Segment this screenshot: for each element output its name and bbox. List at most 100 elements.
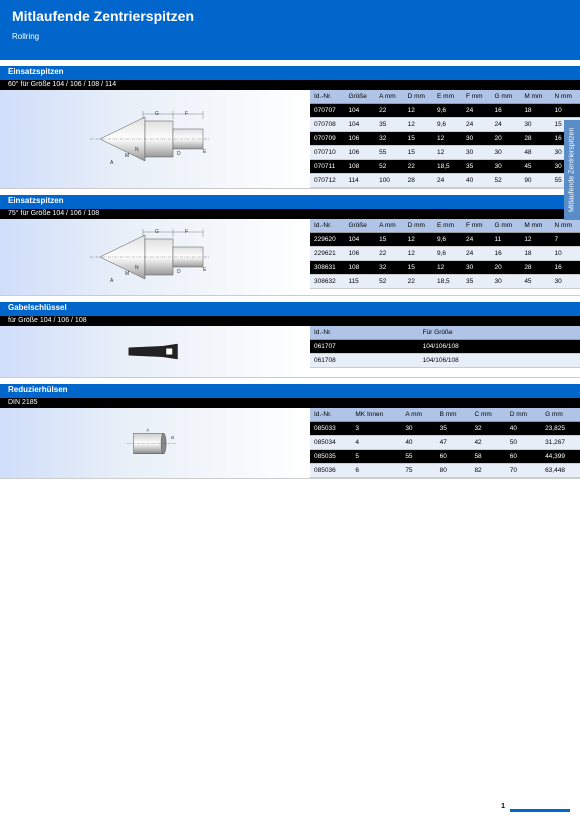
column-header: D mm: [404, 90, 433, 104]
table-row: 22962110622129,624161810: [310, 247, 580, 261]
table-row: 07070810435129,624243015: [310, 118, 580, 132]
table-cell-value: 32: [470, 422, 505, 436]
table-cell-value: 23,825: [541, 422, 580, 436]
table-cell-value: 085034: [310, 436, 351, 450]
section-subtitle: für Größe 104 / 106 / 108: [0, 316, 580, 326]
svg-text:N: N: [135, 147, 139, 153]
table-cell-value: 15: [404, 261, 433, 275]
table-cell-value: 100: [375, 174, 404, 188]
page-number: 1: [501, 803, 505, 810]
sleeve-diagram: A B: [125, 426, 185, 461]
table-cell-value: 20: [491, 261, 521, 275]
table-cell-value: 9,6: [433, 118, 462, 132]
table-row: 061708104/106/108: [310, 354, 580, 368]
table-cell-value: 75: [401, 464, 435, 478]
column-header: E mm: [433, 219, 462, 233]
section-title: Gabelschlüssel: [0, 302, 580, 316]
column-header: D mm: [506, 408, 541, 422]
table-cell-value: 30: [462, 261, 491, 275]
table-row: 08503333035324023,825: [310, 422, 580, 436]
table-cell-value: 12: [404, 247, 433, 261]
diagram-cell: G F A M N D E: [0, 90, 310, 188]
table-cell-value: 12: [433, 132, 462, 146]
table-cell-value: 106: [344, 247, 375, 261]
table-cell-value: 22: [375, 247, 404, 261]
table-cell-value: 80: [436, 464, 471, 478]
table-cell-value: 9,6: [433, 247, 462, 261]
column-header: A mm: [375, 90, 404, 104]
table-cell-value: 15: [375, 233, 404, 247]
content-row: A B Id.-Nr.MK InnenA mmB mmC mmD mmG mm0…: [0, 408, 580, 479]
table-cell-value: 9,6: [433, 104, 462, 118]
table-cell-value: 7: [551, 233, 580, 247]
data-table: Id.-Nr.GrößeA mmD mmE mmF mmG mmM mmN mm…: [310, 90, 580, 188]
column-header: E mm: [433, 90, 462, 104]
side-tab: Mitlaufende Zentrierspitzen: [564, 120, 580, 220]
table-cell-value: 42: [470, 436, 505, 450]
table-cell-value: 085036: [310, 464, 351, 478]
table-cell-value: 104/106/108: [419, 340, 580, 354]
table-cell-value: 55: [401, 450, 435, 464]
table-cell-value: 24: [462, 118, 491, 132]
table-cell: Id.-Nr.MK InnenA mmB mmC mmD mmG mm08503…: [310, 408, 580, 478]
table-cell-value: 12: [433, 146, 462, 160]
table-cell-value: 30: [462, 146, 491, 160]
svg-text:E: E: [203, 267, 207, 273]
column-header: Id.-Nr.: [310, 90, 344, 104]
table-cell-value: 50: [506, 436, 541, 450]
table-cell-value: 82: [470, 464, 505, 478]
svg-text:A: A: [110, 278, 114, 284]
data-table: Id.-Nr.GrößeA mmD mmE mmF mmG mmM mmN mm…: [310, 219, 580, 289]
table-cell-value: 52: [375, 275, 404, 289]
table-cell-value: 229620: [310, 233, 344, 247]
table-cell-value: 6: [351, 464, 401, 478]
table-cell-value: 52: [491, 174, 521, 188]
table-cell-value: 11: [491, 233, 521, 247]
svg-text:E: E: [203, 149, 207, 155]
table-cell: Id.-Nr.Für Größe061707104/106/1080617081…: [310, 326, 580, 377]
svg-text:N: N: [135, 265, 139, 271]
section-subtitle: 60° für Größe 104 / 106 / 108 / 114: [0, 80, 580, 90]
table-row: 308632115522218,535304530: [310, 275, 580, 289]
table-cell-value: 070709: [310, 132, 344, 146]
table-cell-value: 3: [351, 422, 401, 436]
table-cell-value: 90: [520, 174, 550, 188]
diagram-cell: A B: [0, 408, 310, 478]
table-cell-value: 52: [375, 160, 404, 174]
table-cell-value: 070707: [310, 104, 344, 118]
table-cell-value: 32: [375, 132, 404, 146]
page-header: Mitlaufende Zentrierspitzen Rollring: [0, 0, 580, 60]
table-cell-value: 30: [491, 160, 521, 174]
table-row: 22962010415129,62411127: [310, 233, 580, 247]
table-cell-value: 55: [375, 146, 404, 160]
svg-text:M: M: [125, 153, 129, 159]
column-header: N mm: [551, 219, 580, 233]
svg-text:A: A: [146, 427, 149, 432]
column-header: Größe: [344, 90, 375, 104]
content-row: G F A M N D E Id.-Nr.GrößeA mmD mmE mmF …: [0, 219, 580, 296]
table-cell-value: 061708: [310, 354, 419, 368]
table-cell-value: 16: [551, 261, 580, 275]
table-row: 08503444047425031,267: [310, 436, 580, 450]
cone-diagram: G F A M N D E: [85, 109, 225, 169]
table-cell-value: 106: [344, 146, 375, 160]
column-header: F mm: [462, 90, 491, 104]
table-cell-value: 4: [351, 436, 401, 450]
column-header: MK Innen: [351, 408, 401, 422]
svg-text:B: B: [171, 435, 174, 440]
table-cell-value: 20: [491, 132, 521, 146]
data-table: Id.-Nr.Für Größe061707104/106/1080617081…: [310, 326, 580, 368]
table-cell-value: 30: [401, 422, 435, 436]
table-cell-value: 070708: [310, 118, 344, 132]
column-header: M mm: [520, 219, 550, 233]
table-cell-value: 12: [433, 261, 462, 275]
table-row: 070712114100282440529055: [310, 174, 580, 188]
table-cell-value: 085033: [310, 422, 351, 436]
table-cell-value: 47: [436, 436, 471, 450]
table-cell-value: 061707: [310, 340, 419, 354]
table-row: 07070710422129,624161810: [310, 104, 580, 118]
table-cell-value: 45: [520, 160, 550, 174]
table-cell-value: 40: [506, 422, 541, 436]
diagram-cell: [0, 326, 310, 377]
table-cell-value: 104: [344, 233, 375, 247]
